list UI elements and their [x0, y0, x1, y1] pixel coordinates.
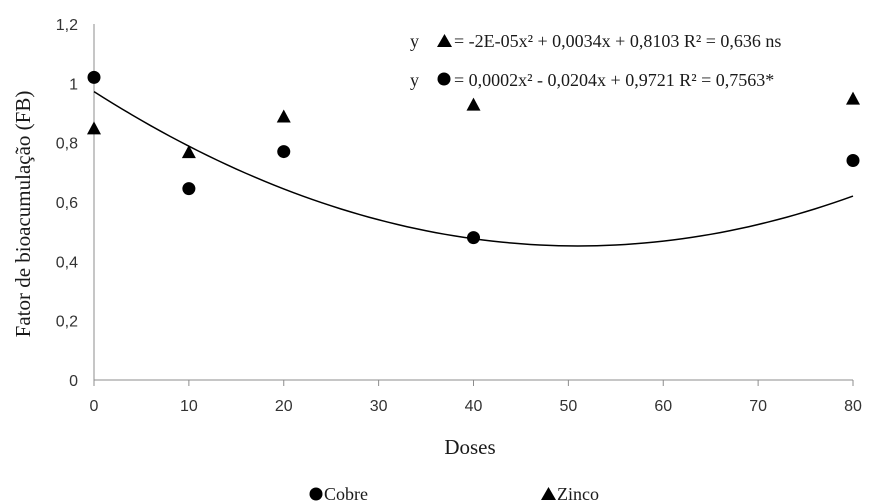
legend: Cobre Zinco: [309, 484, 599, 504]
point-cobre: [87, 70, 101, 84]
legend-zinco-label: Zinco: [557, 484, 599, 504]
legend-zinco-triangle-icon: [541, 487, 556, 500]
equation-cobre: y = 0,0002x² - 0,0204x + 0,9721 R² = 0,7…: [410, 70, 774, 90]
equation-cobre-circle-icon: [437, 72, 451, 86]
y-axis-title: Fator de bioacumulação (FB): [11, 91, 35, 338]
x-ticks: 0 10 20 30 40 50 60 70 80: [90, 380, 862, 415]
x-tick-label: 0: [90, 398, 99, 415]
x-tick-label: 20: [275, 398, 293, 415]
point-zinco: [181, 145, 196, 159]
legend-cobre-label: Cobre: [324, 484, 368, 504]
y-tick-label: 0,4: [56, 254, 78, 271]
trendline-cobre: [93, 90, 854, 247]
point-zinco: [276, 109, 291, 123]
equation-zinco: y = -2E-05x² + 0,0034x + 0,8103 R² = 0,6…: [410, 31, 781, 51]
point-zinco: [846, 91, 860, 105]
y-tick-label: 0,2: [56, 314, 78, 331]
x-tick-label: 80: [844, 398, 862, 415]
x-axis-title: Doses: [444, 435, 495, 459]
x-tick-label: 10: [180, 398, 198, 415]
point-cobre: [277, 145, 291, 159]
legend-cobre-circle-icon: [309, 487, 323, 501]
equation-zinco-text: = -2E-05x² + 0,0034x + 0,8103 R² = 0,636…: [454, 31, 781, 51]
y-tick-label: 0,6: [56, 195, 78, 212]
point-cobre: [846, 153, 860, 167]
x-tick-label: 50: [559, 398, 577, 415]
point-zinco: [87, 121, 101, 135]
equation-cobre-prefix: y: [410, 70, 419, 90]
y-tick-label: 0: [69, 373, 78, 390]
y-tick-label: 1: [69, 76, 78, 93]
point-cobre: [467, 231, 480, 245]
y-ticks: 0 0,2 0,4 0,6 0,8 1 1,2: [56, 17, 78, 390]
point-cobre: [182, 182, 196, 196]
data-points: [87, 70, 860, 245]
x-tick-label: 40: [465, 398, 483, 415]
equation-zinco-prefix: y: [410, 31, 419, 51]
equation-zinco-triangle-icon: [437, 34, 452, 47]
y-tick-label: 1,2: [56, 17, 78, 34]
equation-cobre-text: = 0,0002x² - 0,0204x + 0,9721 R² = 0,756…: [454, 70, 774, 90]
point-zinco: [466, 97, 481, 111]
x-tick-label: 70: [749, 398, 767, 415]
y-tick-label: 0,8: [56, 136, 78, 153]
x-tick-label: 30: [370, 398, 388, 415]
x-tick-label: 60: [654, 398, 672, 415]
